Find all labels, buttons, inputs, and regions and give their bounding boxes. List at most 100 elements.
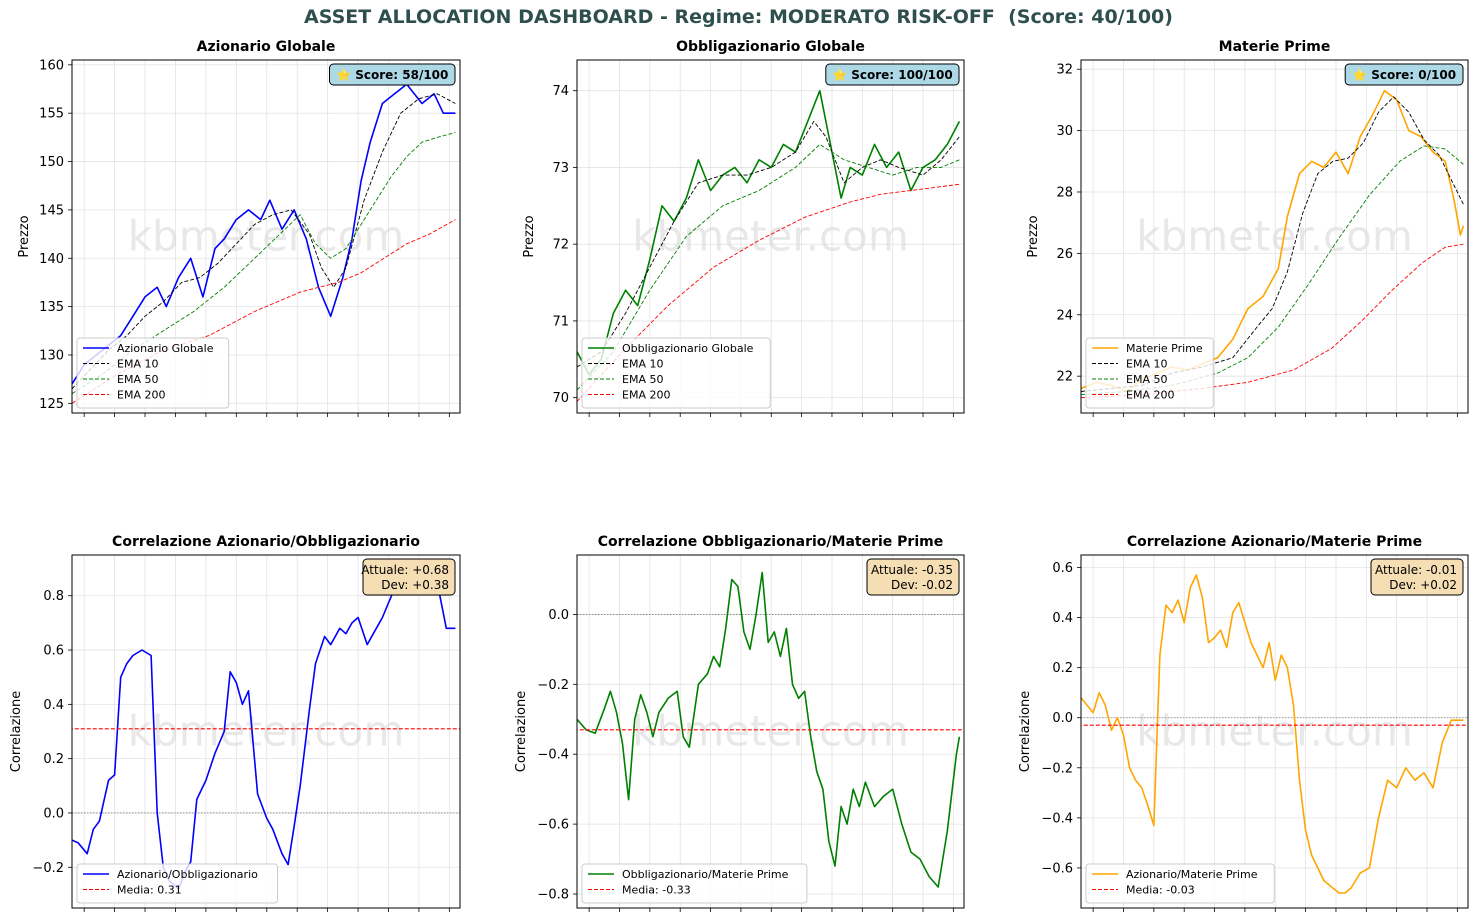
y-tick-label: 0.2 xyxy=(43,752,64,767)
y-axis-label: Correlazione xyxy=(514,691,529,772)
legend-box xyxy=(1085,863,1275,904)
badge-text: Dev: +0.38 xyxy=(381,578,449,592)
y-tick-label: −0.8 xyxy=(537,888,569,903)
legend: Azionario/Obbligazionario Media: 0.31 xyxy=(76,863,278,904)
y-tick-label: 26 xyxy=(1056,247,1073,262)
series-line-ema-50 xyxy=(72,132,456,395)
score-badge: ⭐ Score: 58/100 xyxy=(329,63,456,86)
badge-text: Attuale: -0.01 xyxy=(1375,563,1457,577)
y-axis-label: Prezzo xyxy=(522,215,537,257)
y-axis-label: Correlazione xyxy=(1018,691,1033,772)
legend-label: Media: -0.33 xyxy=(622,883,691,896)
dashboard-title: ASSET ALLOCATION DASHBOARD - Regime: MOD… xyxy=(304,6,1173,28)
y-tick-label: 28 xyxy=(1056,185,1073,200)
badge-box xyxy=(825,63,960,86)
y-tick-label: 0.4 xyxy=(1052,611,1073,626)
y-tick-label: 135 xyxy=(39,300,64,315)
watermark: kbmeter.com xyxy=(632,707,909,756)
y-tick-label: 155 xyxy=(39,107,64,122)
badge-text: Dev: -0.02 xyxy=(891,578,953,592)
chart-title: Correlazione Azionario/Obbligazionario xyxy=(112,534,420,550)
y-axis-label: Prezzo xyxy=(17,215,32,257)
series-line-azionario-globale xyxy=(72,83,456,385)
y-tick-label: 145 xyxy=(39,203,64,218)
legend-label: Obbligazionario Globale xyxy=(622,342,754,355)
y-tick-label: 0.0 xyxy=(548,608,569,623)
legend-label: Azionario/Materie Prime xyxy=(1126,868,1258,881)
y-tick-label: 0.2 xyxy=(1052,661,1073,676)
series-line-ema-200 xyxy=(577,183,960,402)
series-line-obbligazionario-materie-prime xyxy=(577,571,961,888)
legend-box xyxy=(76,337,230,409)
legend: Obbligazionario Globale EMA 10 EMA 50 EMA 2… xyxy=(581,337,771,409)
y-tick-label: 125 xyxy=(39,397,64,412)
series-line-ema-200 xyxy=(1081,243,1464,399)
series-line-ema-10 xyxy=(577,120,960,368)
y-tick-label: 0.8 xyxy=(43,589,64,604)
y-tick-label: 130 xyxy=(39,348,64,363)
legend-label: EMA 50 xyxy=(622,373,663,386)
y-axis-label: Correlazione xyxy=(9,691,24,772)
y-tick-label: −0.2 xyxy=(1041,761,1073,776)
badge-text: ⭐ Score: 100/100 xyxy=(832,68,953,82)
y-tick-label: 30 xyxy=(1056,124,1073,139)
watermark: kbmeter.com xyxy=(1136,212,1413,261)
y-tick-label: 0.6 xyxy=(1052,561,1073,576)
y-tick-label: 0.4 xyxy=(43,698,64,713)
chart-title: Correlazione Obbligazionario/Materie Pri… xyxy=(598,534,943,550)
y-tick-label: 140 xyxy=(39,252,64,267)
badge-text: Dev: +0.02 xyxy=(1389,578,1457,592)
y-tick-label: −0.2 xyxy=(537,678,569,693)
badge-text: Attuale: +0.68 xyxy=(361,563,449,577)
badge-box xyxy=(362,558,456,596)
y-tick-label: 24 xyxy=(1056,308,1073,323)
legend-label: EMA 10 xyxy=(117,357,158,370)
y-tick-label: 0.0 xyxy=(1052,711,1073,726)
badge-box xyxy=(1344,63,1464,86)
y-tick-label: −0.4 xyxy=(1041,811,1073,826)
legend: Obbligazionario/Materie Prime Media: -0.3… xyxy=(581,863,808,904)
badge-text: ⭐ Score: 58/100 xyxy=(336,68,448,82)
badge-box xyxy=(866,558,960,596)
chart-title: Materie Prime xyxy=(1219,39,1331,55)
y-tick-label: −0.4 xyxy=(537,748,569,763)
y-tick-label: −0.6 xyxy=(537,818,569,833)
legend-box xyxy=(1085,337,1214,409)
watermark: kbmeter.com xyxy=(632,212,909,261)
legend-label: Media: -0.03 xyxy=(1126,883,1195,896)
axes-frame xyxy=(576,554,965,909)
series-line-obbligazionario-globale xyxy=(577,89,961,376)
watermark: kbmeter.com xyxy=(128,212,405,261)
y-tick-label: 22 xyxy=(1056,370,1073,385)
legend-box xyxy=(581,863,808,904)
legend-label: Azionario Globale xyxy=(117,342,214,355)
watermark: kbmeter.com xyxy=(128,707,405,756)
y-tick-label: −0.6 xyxy=(1041,861,1073,876)
legend: Azionario/Materie Prime Media: -0.03 xyxy=(1085,863,1275,904)
y-tick-label: 0.0 xyxy=(43,806,64,821)
badge-box xyxy=(1370,558,1464,596)
y-tick-label: 32 xyxy=(1056,63,1073,78)
axes-frame xyxy=(71,554,461,909)
legend: Materie Prime EMA 10 EMA 50 EMA 200 xyxy=(1085,337,1214,409)
y-tick-label: −0.2 xyxy=(32,861,64,876)
legend-label: EMA 50 xyxy=(1126,373,1167,386)
y-tick-label: 70 xyxy=(552,391,569,406)
series-line-azionario-materie-prime xyxy=(1081,574,1464,894)
chart-title: Correlazione Azionario/Materie Prime xyxy=(1127,534,1422,550)
axes-frame xyxy=(1080,59,1469,414)
y-tick-label: 160 xyxy=(39,58,64,73)
series-line-ema-50 xyxy=(577,143,960,391)
score-badge: ⭐ Score: 100/100 xyxy=(825,63,960,86)
series-line-ema-10 xyxy=(72,93,456,390)
